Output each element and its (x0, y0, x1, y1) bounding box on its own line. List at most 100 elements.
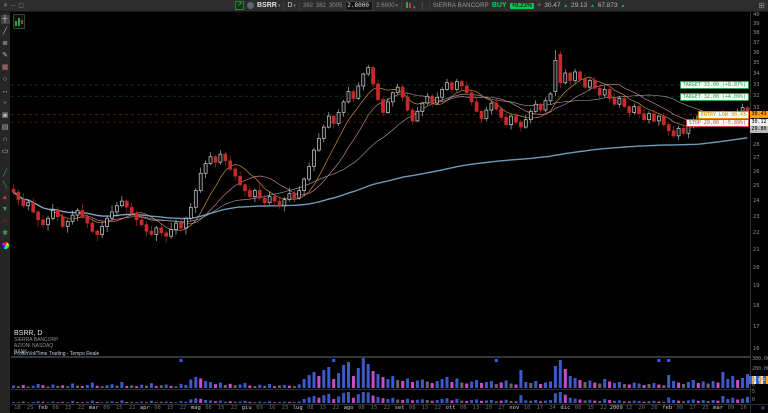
volume-tick-label: 0 (752, 382, 756, 388)
indicator-bar (445, 398, 449, 403)
zoom-tool-icon[interactable]: ○ (2, 76, 8, 83)
candle-body (110, 211, 114, 219)
indicator-bar (519, 395, 523, 403)
legend-title[interactable]: BSRR, D (14, 330, 43, 337)
magnet-tool-icon[interactable]: ∩ (2, 136, 8, 143)
add-indicator-icon[interactable]: + (2, 100, 8, 107)
account-icon[interactable] (246, 2, 254, 9)
indicator-bar (603, 399, 607, 403)
order-price-input[interactable] (345, 0, 374, 11)
price-axis-tag: 30.12 (750, 118, 768, 126)
price-line-label[interactable]: TARGET 32.00 (+4.09%) (679, 92, 749, 101)
order-size-select[interactable]: 2.6800▾ (376, 3, 399, 9)
pattern-tool-icon[interactable]: ▦ (1, 64, 9, 71)
time-tick-label: mag (190, 405, 201, 411)
indicator-tick-label: 0 (752, 397, 756, 403)
volume-bar (465, 383, 469, 388)
candle-body (514, 115, 518, 123)
indicator-bar (36, 401, 40, 403)
price-tick-label: 28 (753, 141, 760, 148)
volume-bar (489, 381, 493, 388)
volume-bar (130, 385, 134, 388)
order-book-icon[interactable]: ↗ (234, 1, 244, 10)
indicator-bar (465, 401, 469, 403)
time-tick-label: 22 (600, 405, 607, 411)
volume-bar (159, 385, 163, 388)
price-line-label[interactable]: TARGET 33.00 (+8.87%) (679, 81, 749, 90)
pattern-down-tool-icon[interactable]: ▼ (1, 206, 9, 213)
volume-bar (445, 377, 449, 388)
trendline-tool-icon[interactable]: ╱ (2, 28, 8, 35)
indicator-bar (85, 401, 89, 403)
chart-style-button[interactable]: ▾ (405, 1, 416, 11)
volume-bar (401, 381, 405, 388)
fib-tool-icon[interactable]: ≣ (2, 40, 8, 47)
indicator-bar (214, 401, 217, 403)
star-tool-icon[interactable]: ✱ (2, 230, 8, 237)
short-position-tool-icon[interactable]: ╲ (2, 182, 8, 189)
candle-body (676, 127, 681, 137)
candle-body (632, 106, 637, 113)
minimize-window-icon[interactable]: ─ (11, 2, 16, 9)
volume-bar (588, 380, 592, 388)
indicator-bar (140, 401, 144, 403)
top-toolbar: ✕ ─ ▢ ↗ BSRR▾ D▾ 392 382 3005 2.6800▾ ▾ … (0, 0, 768, 12)
time-tick-label: 15 (370, 405, 378, 411)
timeframe-button[interactable]: D▾ (287, 2, 296, 9)
layout-grid-icon[interactable]: ⊞ (758, 1, 765, 10)
candle-body (400, 86, 405, 98)
volume-bar (253, 386, 257, 388)
indicator-bar (204, 399, 208, 403)
chart-canvas[interactable] (11, 12, 750, 357)
lock-tool-icon[interactable]: ▣ (1, 112, 9, 119)
price-line-label[interactable]: ENTRY LOW 30.43 (697, 111, 749, 119)
arc-tool-icon[interactable]: ∩ (2, 218, 8, 225)
candle-body (583, 79, 587, 88)
layers-tool-icon[interactable]: ▤ (1, 124, 9, 131)
volume-bar (149, 383, 153, 388)
indicator-bar (701, 400, 705, 403)
indicator-bar (80, 402, 84, 403)
remove-drawings-icon[interactable]: ▭ (1, 148, 9, 155)
indicator-bar (125, 402, 129, 403)
volume-bar (169, 385, 173, 388)
indicator-bar (741, 398, 745, 403)
price-line-label[interactable]: STOP 29.80 (-5.89%) (685, 118, 749, 127)
volume-bar (204, 381, 208, 388)
maximize-window-icon[interactable]: ▢ (18, 2, 24, 9)
time-tick-label: dic (560, 405, 571, 411)
candle-body (331, 115, 336, 124)
indicator-legend[interactable]: ProfiloVol/Time Trading - Tempo Reale (14, 351, 100, 357)
symbol-button[interactable]: BSRR▾ (256, 2, 281, 9)
mini-positions-widget-icon[interactable] (13, 14, 25, 29)
candle-body (203, 163, 208, 174)
price-tick-label: 22 (753, 229, 760, 236)
volume-bar (622, 384, 626, 388)
candle-body (415, 110, 420, 122)
volume-bar (356, 368, 360, 388)
indicator-bar (263, 402, 267, 403)
indicator-bar (558, 392, 562, 403)
crosshair-tool-icon[interactable]: ┼ (0, 15, 10, 24)
time-tick-label: 22 (434, 405, 442, 411)
volume-bar (381, 377, 385, 388)
measure-tool-icon[interactable]: ↔ (1, 88, 9, 95)
add-symbol-button[interactable]: + (537, 2, 542, 9)
indicator-bar (278, 401, 281, 403)
candle-body (223, 153, 228, 162)
indicator-bar (484, 400, 488, 403)
indicator-bar (401, 399, 405, 403)
scroll-to-realtime-button[interactable]: » (760, 403, 765, 412)
time-tick-label: 18 (14, 405, 21, 411)
indicator-bar (494, 401, 498, 403)
candle-body (341, 101, 346, 113)
palette-icon[interactable] (1, 241, 10, 250)
volume-bar (268, 384, 272, 388)
long-position-tool-icon[interactable]: ╱ (2, 170, 8, 177)
brush-tool-icon[interactable]: ✎ (2, 52, 8, 59)
time-tick-label: 16 (268, 405, 276, 411)
volume-bar (617, 382, 621, 388)
pattern-up-tool-icon[interactable]: ▲ (1, 194, 9, 201)
more-options-button[interactable]: ⋮ (418, 2, 426, 10)
close-window-icon[interactable]: ✕ (3, 2, 9, 9)
